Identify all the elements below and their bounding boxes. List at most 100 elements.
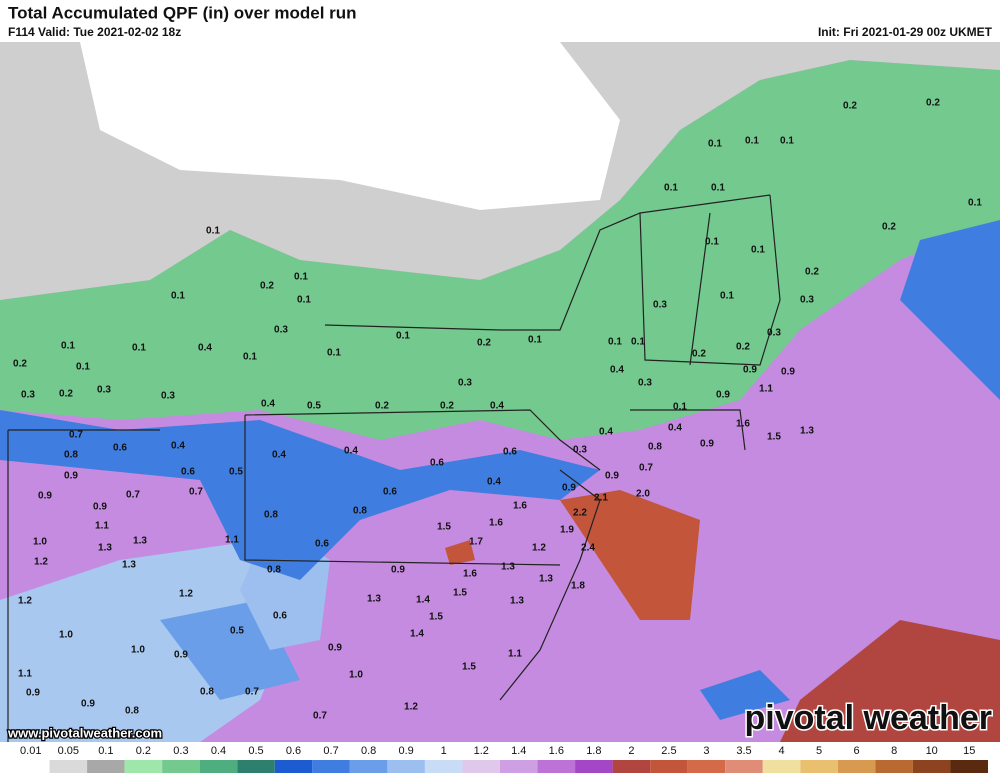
colorbar-swatch bbox=[237, 760, 275, 773]
website: www.pivotalweather.com bbox=[7, 725, 162, 740]
colorbar-label: 5 bbox=[816, 745, 822, 757]
map-value-label: 0.8 bbox=[648, 442, 662, 453]
colorbar-label: 0.5 bbox=[248, 745, 263, 757]
map-value-label: 0.4 bbox=[668, 423, 682, 434]
colorbar-label: 10 bbox=[926, 745, 938, 757]
init-time: Init: Fri 2021-01-29 00z UKMET bbox=[818, 25, 993, 39]
map-value-label: 0.8 bbox=[125, 706, 139, 717]
map-value-label: 0.5 bbox=[229, 467, 243, 478]
colorbar-swatch bbox=[912, 760, 951, 773]
precip-field bbox=[780, 620, 1000, 742]
map-value-label: 0.9 bbox=[38, 491, 52, 502]
map-value-label: 0.3 bbox=[653, 300, 667, 311]
map-value-label: 1.2 bbox=[532, 543, 546, 554]
map-value-label: 0.3 bbox=[638, 378, 652, 389]
colorbar-label: 0.1 bbox=[98, 745, 113, 757]
map-value-label: 0.9 bbox=[391, 565, 405, 576]
map-value-label: 1.1 bbox=[18, 669, 32, 680]
map-value-label: 0.2 bbox=[843, 101, 857, 112]
colorbar-label: 0.05 bbox=[58, 745, 79, 757]
map-value-label: 1.0 bbox=[33, 537, 47, 548]
map-value-label: 1.1 bbox=[508, 649, 522, 660]
map-value-label: 1.0 bbox=[59, 630, 73, 641]
map-value-label: 0.7 bbox=[639, 463, 653, 474]
colorbar-swatch bbox=[837, 760, 876, 773]
colorbar-swatch bbox=[162, 760, 200, 773]
map-value-label: 0.6 bbox=[430, 458, 444, 469]
map-value-label: 0.3 bbox=[97, 385, 111, 396]
map-value-label: 0.8 bbox=[353, 506, 367, 517]
map-value-label: 0.9 bbox=[81, 699, 95, 710]
map-value-label: 0.5 bbox=[230, 626, 244, 637]
map-value-label: 0.1 bbox=[664, 183, 678, 194]
map-value-label: 0.9 bbox=[716, 390, 730, 401]
map-value-label: 0.9 bbox=[64, 471, 78, 482]
map-value-label: 1.1 bbox=[759, 384, 773, 395]
map-value-label: 0.6 bbox=[503, 447, 517, 458]
map-value-label: 0.2 bbox=[736, 342, 750, 353]
map-value-label: 0.1 bbox=[61, 341, 75, 352]
map-value-label: 0.1 bbox=[968, 198, 982, 209]
map-value-label: 1.3 bbox=[800, 426, 814, 437]
colorbar-swatch bbox=[725, 760, 763, 773]
map-value-label: 0.2 bbox=[13, 359, 27, 370]
map-value-label: 0.5 bbox=[307, 401, 321, 412]
map-value-label: 0.1 bbox=[206, 226, 220, 237]
map-value-label: 2.1 bbox=[594, 493, 608, 504]
precip-field bbox=[900, 220, 1000, 400]
colorbar-label: 15 bbox=[963, 745, 975, 757]
map-value-label: 1.2 bbox=[34, 557, 48, 568]
colorbar-swatch bbox=[575, 760, 613, 773]
map-value-label: 2.0 bbox=[636, 489, 650, 500]
map-value-label: 1.6 bbox=[736, 419, 750, 430]
colorbar-swatch bbox=[349, 760, 388, 773]
map-value-label: 0.4 bbox=[272, 450, 286, 461]
map-value-label: 1.3 bbox=[539, 574, 553, 585]
map-value-label: 0.1 bbox=[297, 295, 311, 306]
map-value-label: 0.2 bbox=[260, 281, 274, 292]
map-value-label: 0.7 bbox=[69, 430, 83, 441]
map-value-label: 1.5 bbox=[429, 612, 443, 623]
map-value-label: 0.3 bbox=[458, 378, 472, 389]
map-value-label: 1.5 bbox=[462, 662, 476, 673]
map-value-label: 1.3 bbox=[122, 560, 136, 571]
colorbar-swatch bbox=[762, 760, 801, 773]
colorbar-swatch bbox=[387, 760, 425, 773]
map-value-label: 0.9 bbox=[174, 650, 188, 661]
map-value-label: 1.1 bbox=[95, 521, 109, 532]
map-value-label: 1.1 bbox=[225, 535, 239, 546]
map-value-label: 0.7 bbox=[126, 490, 140, 501]
colorbar-swatch bbox=[274, 760, 313, 773]
colorbar-label: 1.4 bbox=[511, 745, 526, 757]
map-value-label: 0.6 bbox=[315, 539, 329, 550]
map-value-label: 0.9 bbox=[93, 502, 107, 513]
map-value-label: 1.3 bbox=[510, 596, 524, 607]
map-value-label: 1.6 bbox=[489, 518, 503, 529]
map-value-label: 0.2 bbox=[805, 267, 819, 278]
map-value-label: 0.9 bbox=[562, 483, 576, 494]
map-value-label: 0.1 bbox=[720, 291, 734, 302]
map-value-label: 0.8 bbox=[64, 450, 78, 461]
colorbar-label: 0.2 bbox=[136, 745, 151, 757]
map-value-label: 1.4 bbox=[410, 629, 424, 640]
borders bbox=[7, 194, 781, 742]
colorbar-swatch bbox=[462, 760, 500, 773]
map-value-label: 1.3 bbox=[367, 594, 381, 605]
map-value-label: 0.3 bbox=[274, 325, 288, 336]
colorbar-swatch bbox=[875, 760, 913, 773]
colorbar-label: 3.5 bbox=[736, 745, 751, 757]
map-value-label: 0.6 bbox=[273, 611, 287, 622]
map-value-label: 0.7 bbox=[245, 687, 259, 698]
map-value-label: 1.0 bbox=[131, 645, 145, 656]
header-bar bbox=[0, 0, 1000, 42]
valid-time: F114 Valid: Tue 2021-02-02 18z bbox=[8, 25, 181, 39]
watermark: pivotal weather bbox=[744, 699, 992, 737]
map bbox=[0, 42, 1000, 742]
colorbar-label: 0.3 bbox=[173, 745, 188, 757]
map-value-label: 0.2 bbox=[440, 401, 454, 412]
map-value-label: 0.6 bbox=[383, 487, 397, 498]
colorbar-swatch bbox=[424, 760, 463, 773]
map-value-label: 1.3 bbox=[98, 543, 112, 554]
map-value-label: 0.1 bbox=[705, 237, 719, 248]
